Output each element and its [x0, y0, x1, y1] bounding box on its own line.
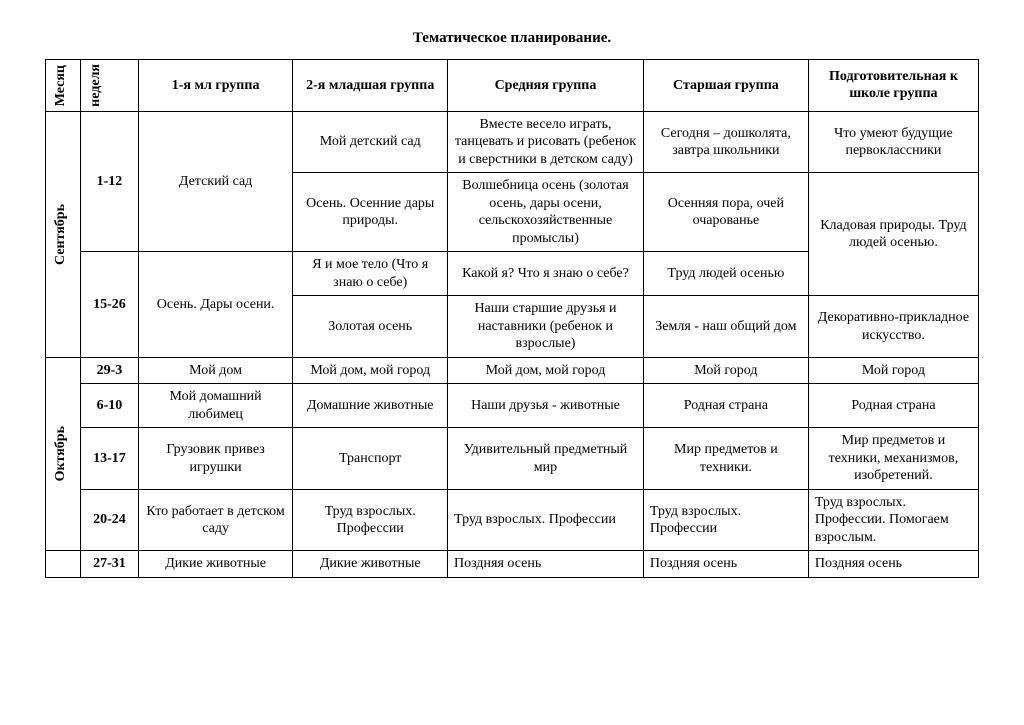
cell: Кладовая природы. Труд людей осенью.	[808, 173, 978, 296]
cell: Мой город	[808, 357, 978, 384]
cell: Мир предметов и техники, механизмов, изо…	[808, 428, 978, 490]
cell: Мой дом, мой город	[293, 357, 448, 384]
week-cell: 20-24	[81, 489, 139, 551]
cell: Кто работает в детском саду	[138, 489, 293, 551]
cell: Вместе весело играть, танцевать и рисова…	[448, 111, 644, 173]
cell: Родная страна	[808, 384, 978, 428]
cell: Мой дом	[138, 357, 293, 384]
cell: Труд взрослых. Профессии	[448, 489, 644, 551]
cell: Мой город	[643, 357, 808, 384]
table-row: 13-17 Грузовик привез игрушки Транспорт …	[46, 428, 979, 490]
col-g4: Старшая группа	[643, 60, 808, 112]
week-cell: 27-31	[81, 551, 139, 578]
cell: Мой детский сад	[293, 111, 448, 173]
week-cell: 13-17	[81, 428, 139, 490]
week-cell: 6-10	[81, 384, 139, 428]
week-cell: 29-3	[81, 357, 139, 384]
week-cell: 1-12	[81, 111, 139, 252]
table-row: Сентябрь 1-12 Детский сад Мой детский са…	[46, 111, 979, 173]
col-month: Месяц	[46, 60, 81, 112]
cell: Родная страна	[643, 384, 808, 428]
cell: Земля - наш общий дом	[643, 296, 808, 358]
cell: Я и мое тело (Что я знаю о себе)	[293, 252, 448, 296]
cell: Декоративно-прикладное искусство.	[808, 296, 978, 358]
col-g2: 2-я младшая группа	[293, 60, 448, 112]
cell: Что умеют будущие первоклассники	[808, 111, 978, 173]
month-cell-sep: Сентябрь	[46, 111, 81, 357]
cell: Поздняя осень	[448, 551, 644, 578]
cell: Труд взрослых. Профессии	[643, 489, 808, 551]
table-row: 6-10 Мой домашний любимец Домашние живот…	[46, 384, 979, 428]
cell: Поздняя осень	[808, 551, 978, 578]
cell: Грузовик привез игрушки	[138, 428, 293, 490]
cell: Транспорт	[293, 428, 448, 490]
header-row: Месяц неделя 1-я мл группа 2-я младшая г…	[46, 60, 979, 112]
cell: Осень. Дары осени.	[138, 252, 293, 358]
cell: Осень. Осенние дары природы.	[293, 173, 448, 252]
cell: Труд взрослых. Профессии	[293, 489, 448, 551]
cell: Детский сад	[138, 111, 293, 252]
cell: Наши старшие друзья и наставники (ребено…	[448, 296, 644, 358]
col-g1: 1-я мл группа	[138, 60, 293, 112]
week-cell: 15-26	[81, 252, 139, 358]
cell: Мир предметов и техники.	[643, 428, 808, 490]
planning-table: Месяц неделя 1-я мл группа 2-я младшая г…	[45, 59, 979, 578]
cell: Мой дом, мой город	[448, 357, 644, 384]
cell: Удивительный предметный мир	[448, 428, 644, 490]
col-week: неделя	[81, 60, 139, 112]
cell: Осенняя пора, очей очарованье	[643, 173, 808, 252]
month-cell-oct: Октябрь	[46, 357, 81, 551]
cell: Наши друзья - животные	[448, 384, 644, 428]
page-title: Тематическое планирование.	[45, 30, 979, 47]
cell: Труд людей осенью	[643, 252, 808, 296]
col-g5: Подготовительная к школе группа	[808, 60, 978, 112]
cell: Дикие животные	[293, 551, 448, 578]
cell: Сегодня – дошколята, завтра школьники	[643, 111, 808, 173]
cell: Какой я? Что я знаю о себе?	[448, 252, 644, 296]
cell: Труд взрослых. Профессии. Помогаем взрос…	[808, 489, 978, 551]
cell: Золотая осень	[293, 296, 448, 358]
month-cell-next	[46, 551, 81, 578]
table-row: 27-31 Дикие животные Дикие животные Позд…	[46, 551, 979, 578]
cell: Домашние животные	[293, 384, 448, 428]
cell: Мой домашний любимец	[138, 384, 293, 428]
table-row: Октябрь 29-3 Мой дом Мой дом, мой город …	[46, 357, 979, 384]
cell: Поздняя осень	[643, 551, 808, 578]
cell: Волшебница осень (золотая осень, дары ос…	[448, 173, 644, 252]
col-g3: Средняя группа	[448, 60, 644, 112]
table-row: 20-24 Кто работает в детском саду Труд в…	[46, 489, 979, 551]
cell: Дикие животные	[138, 551, 293, 578]
